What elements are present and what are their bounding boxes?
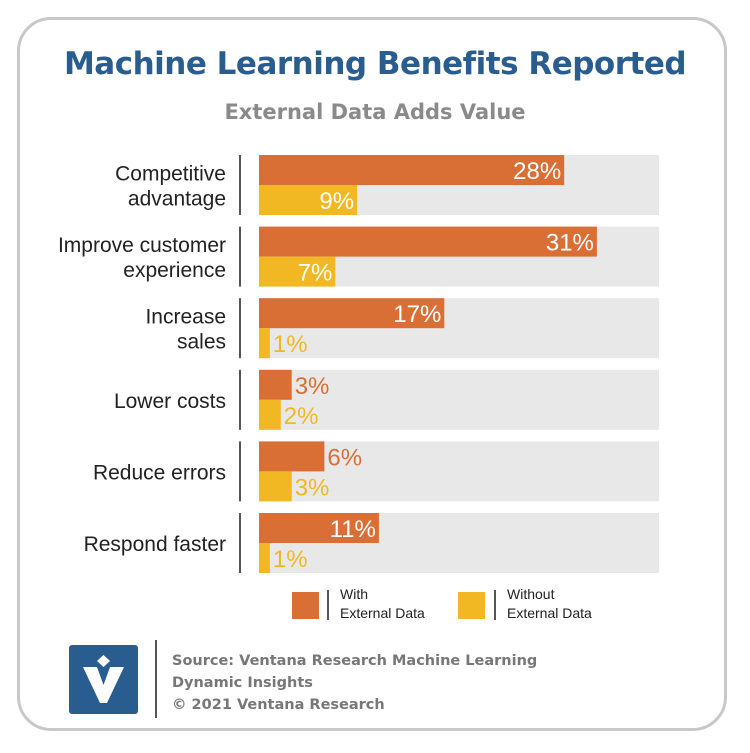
bar-track <box>259 441 659 502</box>
data-label: 3% <box>295 474 330 501</box>
data-label: 6% <box>327 444 362 471</box>
legend-divider-without <box>494 590 496 620</box>
category-label: Reduce errors <box>93 461 226 484</box>
bar-without <box>259 543 270 573</box>
legend-label-without-line1: Without <box>507 586 555 602</box>
category-divider <box>239 155 241 215</box>
footer-source: Source: Ventana Research Machine Learnin… <box>172 650 537 716</box>
bar-with <box>259 441 325 472</box>
bar-without <box>259 256 336 287</box>
data-label: 7% <box>298 260 333 287</box>
data-label: 2% <box>284 403 319 430</box>
legend-divider-with <box>327 590 329 620</box>
category-label: Increase <box>145 306 226 329</box>
category-divider <box>239 441 241 502</box>
data-label: 17% <box>393 301 441 328</box>
category-divider <box>239 298 241 359</box>
category-label: sales <box>177 331 226 354</box>
bar-with <box>259 513 379 543</box>
category-label: Lower costs <box>114 390 226 413</box>
category-divider <box>239 513 241 573</box>
data-label: 1% <box>273 331 308 358</box>
footer-line-2: Dynamic Insights <box>172 675 313 691</box>
category-divider <box>239 369 241 430</box>
bar-without <box>259 328 270 359</box>
bar-with <box>259 298 445 329</box>
bar-with <box>259 369 292 400</box>
legend-label-without: Without External Data <box>507 585 592 623</box>
bar-with <box>259 155 565 185</box>
legend-label-without-line2: External Data <box>507 605 592 621</box>
legend-label-with-line1: With <box>340 586 368 602</box>
bar-track <box>259 369 659 430</box>
bar-without <box>259 399 281 430</box>
legend-label-with: With External Data <box>340 585 425 623</box>
legend-swatch-with <box>292 592 319 619</box>
category-label: Improve customer <box>58 234 226 257</box>
footer-divider <box>155 640 157 718</box>
category-label: Respond faster <box>84 533 226 556</box>
chart-title: Machine Learning Benefits Reported <box>63 46 687 82</box>
bar-without <box>259 185 358 215</box>
chart-subtitle: External Data Adds Value <box>224 100 526 124</box>
data-label: 28% <box>513 158 561 185</box>
data-label: 31% <box>546 230 594 257</box>
data-label: 3% <box>295 373 330 400</box>
legend-label-with-line2: External Data <box>340 605 425 621</box>
category-label: experience <box>123 259 226 282</box>
footer-line-3: © 2021 Ventana Research <box>172 697 385 713</box>
data-label: 1% <box>273 546 308 573</box>
category-label: Competitive <box>115 163 226 186</box>
data-label: 11% <box>330 516 376 543</box>
bar-with <box>259 226 597 257</box>
bar-without <box>259 471 292 502</box>
footer-line-1: Source: Ventana Research Machine Learnin… <box>172 653 538 669</box>
category-label: advantage <box>128 188 226 211</box>
category-divider <box>239 226 241 287</box>
legend-swatch-without <box>458 592 485 619</box>
ventana-v-logo-icon <box>69 645 138 714</box>
data-label: 9% <box>319 188 354 215</box>
